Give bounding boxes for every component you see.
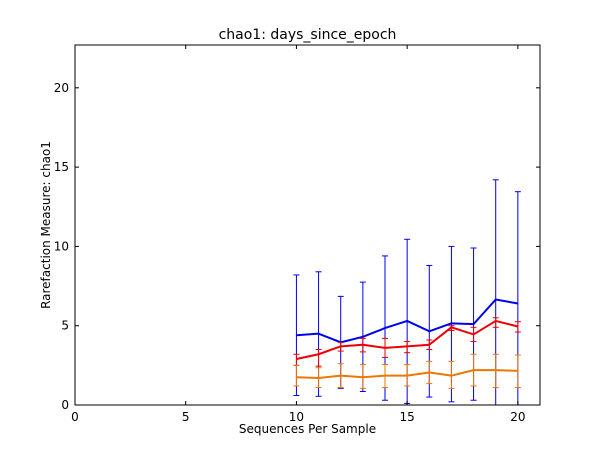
- series-line: [296, 369, 518, 380]
- y-tick-label: 20: [54, 81, 69, 95]
- axis-ticks: 0 5 10 15 20 0 5 10 15 20: [54, 45, 540, 424]
- y-tick-label: 15: [54, 160, 69, 174]
- x-tick-label: 15: [400, 410, 415, 424]
- series-line: [296, 319, 519, 360]
- series-2: [293, 317, 521, 367]
- y-tick-label: 10: [54, 239, 69, 253]
- y-tick-label: 5: [61, 319, 69, 333]
- x-tick-label: 20: [510, 410, 525, 424]
- y-axis-label: Rarefaction Measure: chao1: [39, 141, 53, 309]
- series-line: [296, 298, 519, 344]
- x-axis-label: Sequences Per Sample: [239, 422, 376, 436]
- plot-frame: [74, 44, 541, 406]
- x-tick-label: 0: [71, 410, 79, 424]
- x-tick-label: 10: [289, 410, 304, 424]
- chart-title: chao1: days_since_epoch: [219, 27, 397, 43]
- plot-area: [293, 179, 521, 406]
- y-tick-label: 0: [61, 398, 69, 412]
- x-tick-label: 5: [182, 410, 190, 424]
- series-3: [293, 353, 521, 389]
